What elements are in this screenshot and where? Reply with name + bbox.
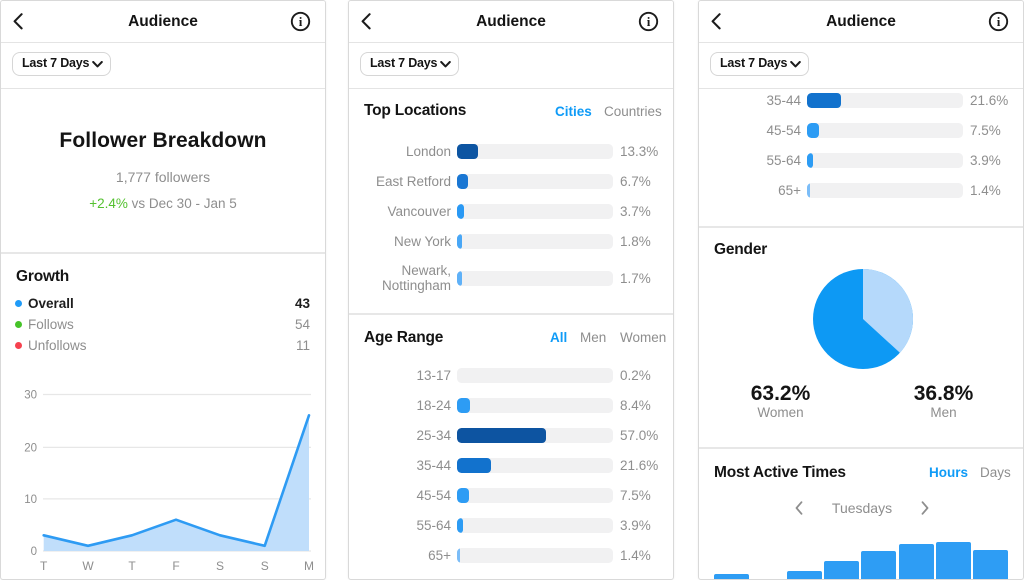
svg-text:T: T [40,559,48,573]
svg-text:S: S [261,559,269,573]
svg-text:20: 20 [24,442,37,454]
svg-text:i: i [647,14,651,29]
svg-text:i: i [997,14,1001,29]
svg-text:T: T [128,559,136,573]
svg-text:i: i [299,14,303,29]
svg-text:F: F [172,559,179,573]
svg-text:W: W [82,559,94,573]
svg-text:30: 30 [24,390,37,402]
svg-text:10: 10 [24,494,37,506]
svg-text:0: 0 [31,546,37,558]
svg-text:M: M [304,559,314,573]
svg-text:S: S [216,559,224,573]
